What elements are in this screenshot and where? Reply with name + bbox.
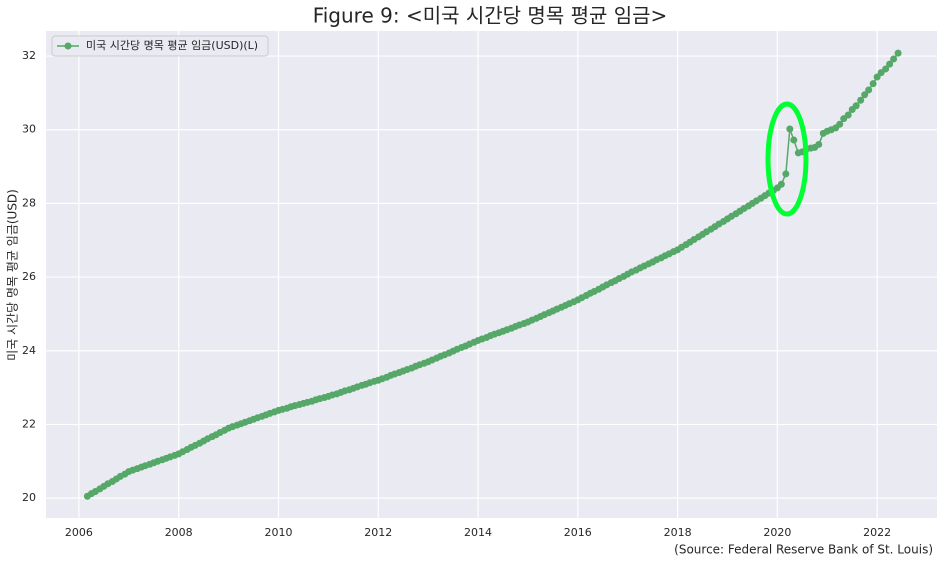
x-tick-label: 2010 <box>264 526 292 539</box>
point-marker <box>861 91 869 99</box>
point-marker <box>852 102 860 110</box>
legend-marker <box>64 42 72 50</box>
point-marker <box>777 180 785 188</box>
x-tick-label: 2006 <box>65 526 93 539</box>
y-tick-label: 20 <box>22 491 36 504</box>
x-tick-label: 2020 <box>763 526 791 539</box>
point-marker <box>844 111 852 119</box>
y-tick-label: 28 <box>22 196 36 209</box>
point-marker <box>836 120 844 128</box>
point-marker <box>790 136 798 144</box>
point-marker <box>815 140 823 148</box>
y-tick-label: 22 <box>22 417 36 430</box>
x-tick-label: 2014 <box>464 526 492 539</box>
x-tick-label: 2016 <box>564 526 592 539</box>
chart-title: Figure 9: <미국 시간당 명목 평균 임금> <box>313 4 668 28</box>
highlight-ellipse <box>765 101 809 217</box>
point-marker <box>886 60 894 68</box>
point-marker <box>894 49 902 57</box>
point-marker <box>865 86 873 94</box>
x-tick-label: 2008 <box>165 526 193 539</box>
source-note: (Source: Federal Reserve Bank of St. Lou… <box>674 543 933 557</box>
x-tick-label: 2012 <box>364 526 392 539</box>
y-tick-label: 24 <box>22 344 36 357</box>
point-marker <box>869 80 877 88</box>
y-tick-label: 32 <box>22 49 36 62</box>
legend-box <box>51 35 269 57</box>
y-axis-label: 미국 시간당 명목 평균 임금(USD) <box>6 189 20 361</box>
point-marker <box>857 96 865 104</box>
marks <box>83 49 902 500</box>
point-marker <box>890 55 898 63</box>
y-tick-label: 26 <box>22 270 36 283</box>
legend-label: 미국 시간당 명목 평균 임금(USD)(L) <box>86 39 258 52</box>
x-tick-label: 2022 <box>863 526 891 539</box>
y-tick-label: 30 <box>22 123 36 136</box>
legend: 미국 시간당 명목 평균 임금(USD)(L) <box>51 35 269 57</box>
x-tick-label: 2018 <box>664 526 692 539</box>
point-marker <box>786 125 794 133</box>
plot-area <box>46 31 937 518</box>
grid <box>46 31 937 518</box>
point-marker <box>882 65 890 73</box>
point-marker <box>782 170 790 178</box>
